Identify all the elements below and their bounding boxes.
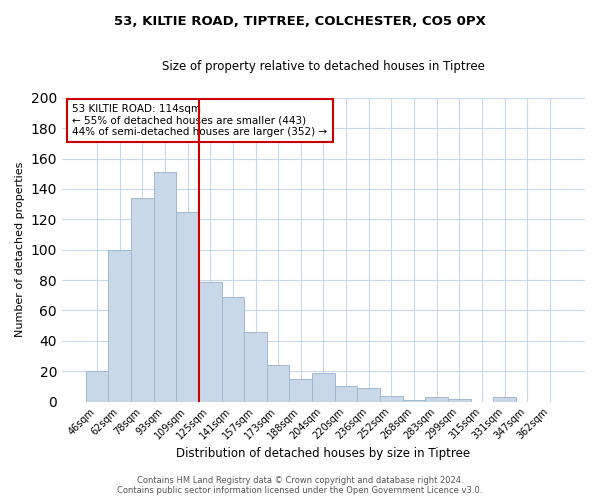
Bar (289, 379, 312, 402)
Bar (131, 198, 154, 402)
Text: Contains HM Land Registry data © Crown copyright and database right 2024.
Contai: Contains HM Land Registry data © Crown c… (118, 476, 482, 495)
Y-axis label: Number of detached properties: Number of detached properties (15, 162, 25, 338)
X-axis label: Distribution of detached houses by size in Tiptree: Distribution of detached houses by size … (176, 447, 470, 460)
Bar (380, 396, 403, 402)
Bar (312, 372, 335, 402)
Bar (86, 371, 109, 402)
Bar (448, 398, 470, 402)
Bar (267, 365, 289, 402)
Text: 53 KILTIE ROAD: 114sqm
← 55% of detached houses are smaller (443)
44% of semi-de: 53 KILTIE ROAD: 114sqm ← 55% of detached… (73, 104, 328, 137)
Title: Size of property relative to detached houses in Tiptree: Size of property relative to detached ho… (162, 60, 485, 73)
Bar (493, 397, 516, 402)
Bar (109, 250, 131, 402)
Bar (358, 388, 380, 402)
Bar (221, 297, 244, 402)
Bar (244, 332, 267, 402)
Bar (425, 397, 448, 402)
Bar (403, 400, 425, 402)
Bar (199, 282, 221, 402)
Bar (176, 212, 199, 402)
Bar (154, 172, 176, 402)
Bar (335, 386, 358, 402)
Text: 53, KILTIE ROAD, TIPTREE, COLCHESTER, CO5 0PX: 53, KILTIE ROAD, TIPTREE, COLCHESTER, CO… (114, 15, 486, 28)
